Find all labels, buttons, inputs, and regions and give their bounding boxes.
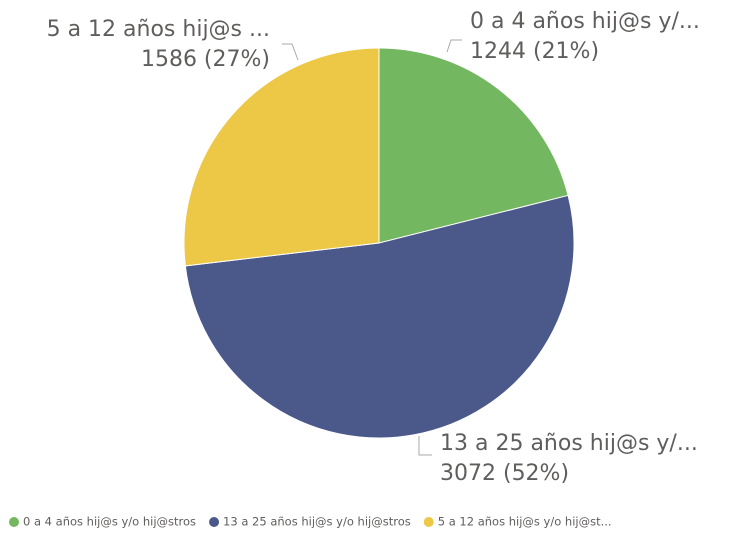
pie-slice: [184, 194, 575, 439]
pie-slice: [183, 47, 380, 267]
legend-label: 5 a 12 años hij@s y/o hij@st...: [438, 515, 612, 529]
leader-line: [446, 39, 462, 53]
legend-label: 0 a 4 años hij@s y/o hij@stros: [23, 515, 196, 529]
legend-label: 13 a 25 años hij@s y/o hij@stros: [223, 515, 411, 529]
data-label-name: 13 a 25 años hij@s y/...: [440, 431, 698, 456]
data-label-value: 1244 (21%): [470, 39, 599, 64]
pie-slice: [378, 47, 569, 244]
legend-marker: [9, 517, 19, 527]
data-label-name: 5 a 12 años hij@s ...: [47, 17, 270, 42]
data-label-value: 1586 (27%): [141, 47, 270, 72]
legend-marker: [209, 517, 220, 527]
data-label-name: 0 a 4 años hij@s y/...: [470, 9, 700, 34]
data-label-value: 3072 (52%): [440, 461, 569, 486]
leader-line: [282, 43, 299, 61]
legend-marker: [423, 517, 434, 527]
leader-line: [418, 436, 432, 456]
